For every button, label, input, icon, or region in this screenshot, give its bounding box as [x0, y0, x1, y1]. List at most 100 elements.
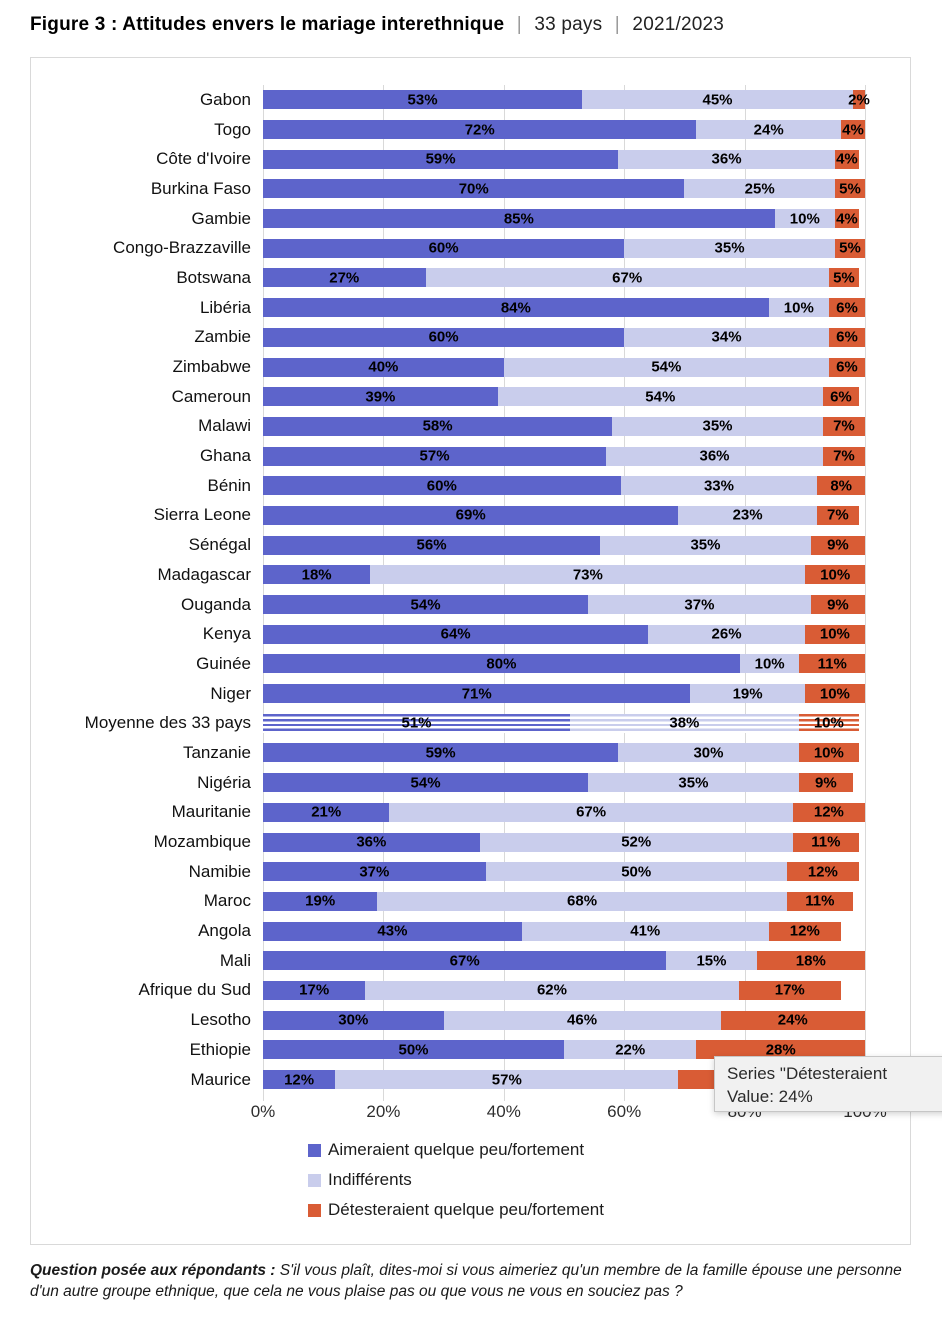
bar-segment-aimeraient[interactable]: 60% [263, 327, 625, 347]
bar-segment-indifferents[interactable]: 67% [389, 802, 793, 822]
bar-segment-aimeraient[interactable]: 54% [263, 595, 589, 615]
bar-segment-aimeraient[interactable]: 21% [263, 802, 390, 822]
bar-segment-detesteraient[interactable]: 9% [798, 773, 853, 793]
bar-segment-aimeraient[interactable]: 72% [263, 120, 697, 140]
bar-segment-detesteraient[interactable]: 9% [810, 535, 866, 555]
bar-segment-indifferents[interactable]: 24% [696, 120, 841, 140]
bar-segment-indifferents[interactable]: 33% [620, 476, 818, 496]
bar-segment-detesteraient[interactable]: 12% [792, 802, 865, 822]
bar-segment-detesteraient[interactable]: 4% [834, 149, 859, 169]
bar-segment-indifferents[interactable]: 57% [335, 1070, 679, 1090]
bar-segment-indifferents[interactable]: 10% [774, 209, 835, 229]
bar-segment-detesteraient[interactable]: 4% [834, 209, 859, 229]
bar-segment-indifferents[interactable]: 67% [425, 268, 829, 288]
bar-segment-detesteraient[interactable]: 10% [804, 624, 865, 644]
bar-segment-aimeraient[interactable]: 39% [263, 387, 498, 407]
bar-segment-indifferents[interactable]: 35% [588, 773, 799, 793]
bar-segment-indifferents[interactable]: 38% [570, 713, 799, 733]
bar-segment-aimeraient[interactable]: 12% [263, 1070, 336, 1090]
bar-segment-indifferents[interactable]: 26% [648, 624, 805, 644]
bar-segment-indifferents[interactable]: 22% [564, 1040, 697, 1060]
bar-segment-detesteraient[interactable]: 24% [720, 1010, 865, 1030]
bar-segment-detesteraient[interactable]: 10% [798, 743, 859, 763]
bar-segment-aimeraient[interactable]: 57% [263, 446, 607, 466]
bar-segment-detesteraient[interactable]: 5% [834, 179, 865, 199]
bar-segment-aimeraient[interactable]: 30% [263, 1010, 444, 1030]
bar-segment-indifferents[interactable]: 37% [588, 595, 811, 615]
bar-segment-aimeraient[interactable]: 51% [263, 713, 571, 733]
bar-segment-aimeraient[interactable]: 58% [263, 416, 613, 436]
bar-segment-indifferents[interactable]: 54% [497, 387, 823, 407]
bar-segment-indifferents[interactable]: 35% [624, 238, 835, 258]
bar-segment-aimeraient[interactable]: 40% [263, 357, 504, 377]
bar-segment-aimeraient[interactable]: 67% [263, 951, 667, 971]
bar-segment-aimeraient[interactable]: 43% [263, 921, 522, 941]
bar-segment-aimeraient[interactable]: 59% [263, 743, 619, 763]
bar-segment-indifferents[interactable]: 36% [618, 149, 835, 169]
bar-segment-detesteraient[interactable]: 11% [786, 891, 853, 911]
bar-segment-aimeraient[interactable]: 37% [263, 862, 486, 882]
bar-segment-detesteraient[interactable]: 10% [798, 713, 859, 733]
legend-item-indifferents[interactable]: Indifférents [308, 1170, 910, 1190]
bar-segment-indifferents[interactable]: 10% [768, 298, 829, 318]
bar-segment-detesteraient[interactable]: 17% [738, 980, 841, 1000]
bar-segment-detesteraient[interactable]: 28% [696, 1040, 865, 1060]
bar-segment-detesteraient[interactable]: 10% [804, 684, 865, 704]
bar-segment-detesteraient[interactable]: 7% [822, 446, 865, 466]
bar-segment-detesteraient[interactable]: 2% [848, 90, 870, 110]
bar-segment-indifferents[interactable]: 19% [690, 684, 805, 704]
bar-segment-aimeraient[interactable]: 59% [263, 149, 619, 169]
bar-segment-detesteraient[interactable]: 10% [805, 565, 865, 585]
bar-segment-indifferents[interactable]: 46% [443, 1010, 721, 1030]
bar-segment-detesteraient[interactable]: 5% [834, 238, 865, 258]
bar-segment-indifferents[interactable]: 73% [370, 565, 806, 585]
legend-item-aimeraient[interactable]: Aimeraient quelque peu/fortement [308, 1140, 910, 1160]
bar-segment-detesteraient[interactable]: 9% [810, 595, 865, 615]
bar-segment-indifferents[interactable]: 45% [582, 90, 853, 110]
bar-segment-indifferents[interactable]: 25% [684, 179, 835, 199]
bar-segment-aimeraient[interactable]: 36% [263, 832, 480, 852]
bar-segment-aimeraient[interactable]: 18% [263, 565, 371, 585]
bar-segment-aimeraient[interactable]: 54% [263, 773, 589, 793]
bar-segment-detesteraient[interactable]: 12% [786, 862, 859, 882]
bar-segment-aimeraient[interactable]: 19% [263, 891, 378, 911]
bar-segment-indifferents[interactable]: 30% [618, 743, 799, 763]
bar-segment-aimeraient[interactable]: 70% [263, 179, 685, 199]
bar-segment-aimeraient[interactable]: 56% [263, 535, 601, 555]
bar-segment-detesteraient[interactable]: 4% [840, 120, 865, 140]
bar-segment-indifferents[interactable]: 41% [521, 921, 769, 941]
bar-segment-aimeraient[interactable]: 53% [263, 90, 583, 110]
bar-segment-detesteraient[interactable]: 7% [816, 505, 859, 525]
bar-segment-detesteraient[interactable]: 12% [768, 921, 841, 941]
bar-segment-indifferents[interactable]: 54% [503, 357, 829, 377]
bar-segment-aimeraient[interactable]: 27% [263, 268, 426, 288]
bar-segment-detesteraient[interactable]: 8% [817, 476, 865, 496]
bar-segment-detesteraient[interactable]: 6% [828, 327, 866, 347]
bar-segment-aimeraient[interactable]: 84% [263, 298, 769, 318]
bar-segment-detesteraient[interactable]: 6% [828, 298, 866, 318]
bar-segment-indifferents[interactable]: 34% [624, 327, 829, 347]
bar-segment-detesteraient[interactable]: 5% [828, 268, 859, 288]
legend-item-detesteraient[interactable]: Détesteraient quelque peu/fortement [308, 1200, 910, 1220]
bar-segment-indifferents[interactable]: 50% [485, 862, 787, 882]
bar-segment-aimeraient[interactable]: 85% [263, 209, 775, 229]
bar-segment-aimeraient[interactable]: 60% [263, 238, 625, 258]
bar-segment-indifferents[interactable]: 36% [606, 446, 823, 466]
bar-segment-indifferents[interactable]: 52% [479, 832, 793, 852]
bar-segment-indifferents[interactable]: 15% [666, 951, 757, 971]
bar-segment-detesteraient[interactable]: 11% [799, 654, 865, 674]
bar-segment-aimeraient[interactable]: 64% [263, 624, 649, 644]
bar-segment-indifferents[interactable]: 35% [600, 535, 811, 555]
bar-segment-aimeraient[interactable]: 50% [263, 1040, 564, 1060]
bar-segment-indifferents[interactable]: 10% [739, 654, 800, 674]
bar-segment-indifferents[interactable]: 68% [377, 891, 787, 911]
bar-segment-indifferents[interactable]: 62% [365, 980, 739, 1000]
bar-segment-aimeraient[interactable]: 69% [263, 505, 679, 525]
bar-segment-detesteraient[interactable]: 6% [822, 387, 859, 407]
bar-segment-aimeraient[interactable]: 60% [263, 476, 621, 496]
bar-segment-aimeraient[interactable]: 71% [263, 684, 691, 704]
bar-segment-detesteraient[interactable]: 18% [756, 951, 865, 971]
bar-segment-indifferents[interactable]: 23% [678, 505, 817, 525]
bar-segment-detesteraient[interactable]: 6% [828, 357, 865, 377]
bar-segment-detesteraient[interactable]: 7% [822, 416, 865, 436]
